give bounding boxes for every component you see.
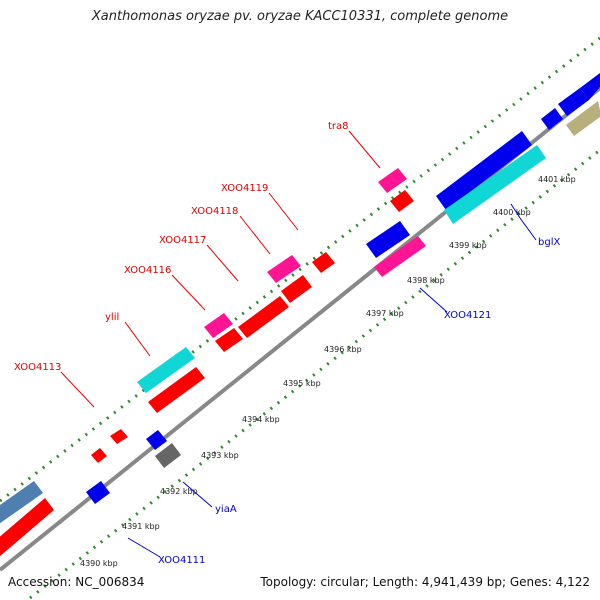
gene-arrow-xoo4117[interactable]	[267, 255, 301, 283]
forward-label-leaders	[60, 130, 381, 408]
gene-arrow-xoo4121[interactable]	[374, 236, 426, 277]
gene-label-xoo4121[interactable]: XOO4121	[444, 310, 491, 321]
gene-arrow-xoo4114[interactable]	[110, 429, 128, 444]
gene-arrow-red-long-a[interactable]	[0, 498, 54, 557]
gene-arrow-cyan-long[interactable]	[444, 145, 546, 224]
gene-arrow-red-e[interactable]	[281, 275, 312, 303]
map-title: Xanthomonas oryzae pv. oryzae KACC10331,…	[91, 9, 509, 24]
forward-strand-genes	[0, 73, 600, 524]
kbp-label: 4391 kbp	[122, 522, 160, 531]
forward-strand-genes-row2	[0, 145, 546, 557]
gene-arrow-khaki[interactable]	[566, 101, 600, 136]
gene-arrow-xoo4119[interactable]	[390, 190, 414, 212]
gene-arrow-tra8[interactable]	[378, 168, 407, 193]
kbp-label: 4395 kbp	[283, 379, 321, 388]
kbp-label: 4401 kbp	[538, 175, 576, 184]
gene-label-xoo4118[interactable]: XOO4118	[191, 206, 238, 217]
gene-label-xoo4116[interactable]: XOO4116	[124, 265, 171, 276]
gene-arrow-ylil[interactable]	[137, 347, 195, 393]
tick-ring-inner	[29, 148, 600, 600]
gene-arrow-xoo4113[interactable]	[91, 448, 107, 463]
gene-label-tra8[interactable]: tra8	[328, 121, 349, 132]
forward-gene-labels: XOO4113 ylil XOO4116 XOO4117 XOO4118 XOO…	[14, 121, 349, 373]
gene-arrow-xoo4118[interactable]	[312, 252, 335, 273]
gene-arrow-red-d[interactable]	[238, 296, 289, 338]
gene-arrow-blue-long[interactable]	[436, 131, 532, 210]
tick-ring-outer	[0, 36, 600, 503]
gene-label-ylil[interactable]: ylil	[105, 312, 119, 323]
gene-arrow-blue-small-b[interactable]	[558, 88, 589, 116]
kbp-tick-labels: 4390 kbp 4391 kbp 4392 kbp 4393 kbp 4394…	[80, 175, 576, 568]
kbp-label: 4398 kbp	[407, 276, 445, 285]
gene-arrow-blue-edge[interactable]	[580, 73, 600, 100]
gene-arrow-steel[interactable]	[0, 481, 43, 524]
gene-arrow-red-b[interactable]	[148, 367, 205, 413]
kbp-label: 4397 kbp	[366, 309, 404, 318]
gene-arrow-xoo4111[interactable]	[86, 481, 110, 504]
reverse-strand-genes	[86, 221, 426, 504]
kbp-label: 4396 kbp	[324, 345, 362, 354]
gene-label-xoo4113[interactable]: XOO4113	[14, 362, 61, 373]
genome-summary-text: Topology: circular; Length: 4,941,439 bp…	[260, 575, 590, 589]
accession-text: Accession: NC_006834	[8, 575, 145, 589]
gene-label-bglx[interactable]: bglX	[538, 237, 560, 248]
kbp-label: 4390 kbp	[80, 559, 118, 568]
gene-label-xoo4119[interactable]: XOO4119	[221, 183, 268, 194]
gene-arrow-red-c[interactable]	[215, 328, 243, 352]
gene-arrow-xoo4120[interactable]	[366, 221, 410, 258]
kbp-label: 4399 kbp	[449, 241, 487, 250]
kbp-label: 4394 kbp	[242, 415, 280, 424]
kbp-label: 4392 kbp	[160, 487, 198, 496]
reverse-gene-labels: XOO4111 yiaA XOO4121 bglX	[158, 237, 560, 566]
gene-arrow-yiaA[interactable]	[146, 430, 167, 450]
kbp-label: 4393 kbp	[201, 451, 239, 460]
gene-label-xoo4117[interactable]: XOO4117	[159, 235, 206, 246]
gene-arrow-xoo4116[interactable]	[204, 313, 233, 338]
kbp-label: 4400 kbp	[493, 208, 531, 217]
reverse-label-leaders	[127, 203, 537, 558]
gene-arrow-blue-small-a[interactable]	[541, 108, 563, 130]
gene-arrow-gray[interactable]	[155, 443, 181, 468]
gene-label-yiaA[interactable]: yiaA	[215, 504, 237, 515]
gene-label-xoo4111[interactable]: XOO4111	[158, 555, 205, 566]
